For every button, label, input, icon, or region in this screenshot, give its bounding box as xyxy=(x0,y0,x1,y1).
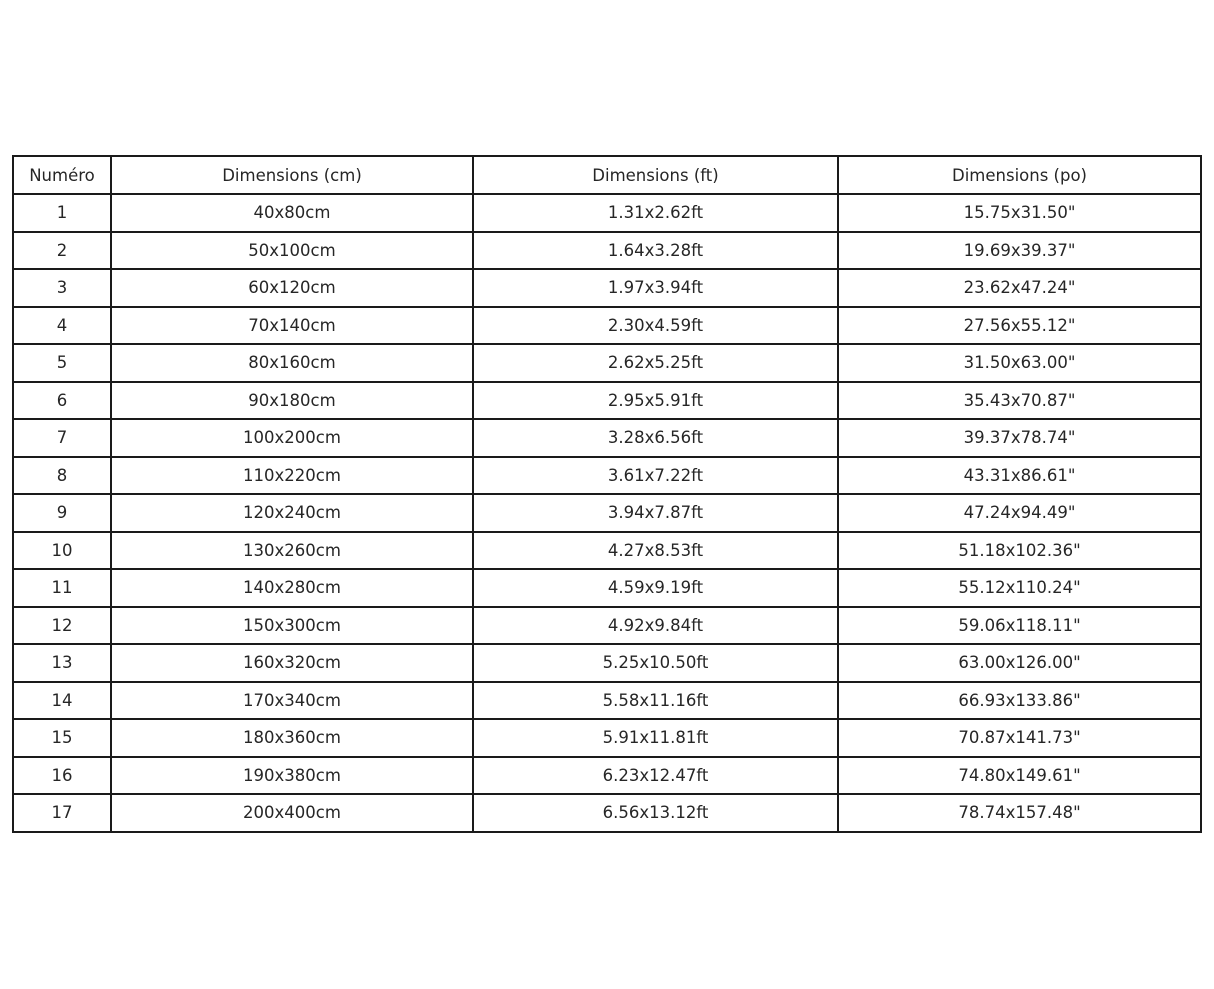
cell-dimensions-po: 63.00x126.00" xyxy=(837,643,1202,683)
table-row: 11 140x280cm 4.59x9.19ft 55.12x110.24" xyxy=(12,568,1202,608)
table-row: 10 130x260cm 4.27x8.53ft 51.18x102.36" xyxy=(12,530,1202,570)
cell-dimensions-ft: 6.56x13.12ft xyxy=(472,793,839,833)
cell-dimensions-cm: 150x300cm xyxy=(110,605,474,645)
cell-dimensions-cm: 160x320cm xyxy=(110,643,474,683)
cell-dimensions-cm: 140x280cm xyxy=(110,568,474,608)
cell-dimensions-cm: 50x100cm xyxy=(110,230,474,270)
table-row: 5 80x160cm 2.62x5.25ft 31.50x63.00" xyxy=(12,343,1202,383)
cell-dimensions-ft: 1.97x3.94ft xyxy=(472,268,839,308)
table-row: 14 170x340cm 5.58x11.16ft 66.93x133.86" xyxy=(12,680,1202,720)
table-row: 1 40x80cm 1.31x2.62ft 15.75x31.50" xyxy=(12,193,1202,233)
cell-numero: 7 xyxy=(12,418,112,458)
cell-dimensions-ft: 1.31x2.62ft xyxy=(472,193,839,233)
table-row: 8 110x220cm 3.61x7.22ft 43.31x86.61" xyxy=(12,455,1202,495)
cell-numero: 12 xyxy=(12,605,112,645)
table-row: 2 50x100cm 1.64x3.28ft 19.69x39.37" xyxy=(12,230,1202,270)
cell-dimensions-ft: 4.92x9.84ft xyxy=(472,605,839,645)
cell-dimensions-cm: 70x140cm xyxy=(110,305,474,345)
cell-dimensions-ft: 1.64x3.28ft xyxy=(472,230,839,270)
cell-numero: 13 xyxy=(12,643,112,683)
cell-dimensions-cm: 190x380cm xyxy=(110,755,474,795)
cell-dimensions-po: 47.24x94.49" xyxy=(837,493,1202,533)
header-row: Numéro Dimensions (cm) Dimensions (ft) D… xyxy=(12,155,1202,195)
header-cell-dimensions-po: Dimensions (po) xyxy=(837,155,1202,195)
cell-dimensions-ft: 3.94x7.87ft xyxy=(472,493,839,533)
table-row: 15 180x360cm 5.91x11.81ft 70.87x141.73" xyxy=(12,718,1202,758)
cell-dimensions-ft: 2.30x4.59ft xyxy=(472,305,839,345)
cell-dimensions-po: 31.50x63.00" xyxy=(837,343,1202,383)
cell-numero: 6 xyxy=(12,380,112,420)
cell-dimensions-ft: 2.95x5.91ft xyxy=(472,380,839,420)
cell-dimensions-po: 59.06x118.11" xyxy=(837,605,1202,645)
table-row: 16 190x380cm 6.23x12.47ft 74.80x149.61" xyxy=(12,755,1202,795)
cell-numero: 2 xyxy=(12,230,112,270)
cell-dimensions-ft: 6.23x12.47ft xyxy=(472,755,839,795)
table-row: 3 60x120cm 1.97x3.94ft 23.62x47.24" xyxy=(12,268,1202,308)
cell-dimensions-cm: 200x400cm xyxy=(110,793,474,833)
cell-dimensions-cm: 100x200cm xyxy=(110,418,474,458)
cell-dimensions-po: 43.31x86.61" xyxy=(837,455,1202,495)
cell-dimensions-cm: 110x220cm xyxy=(110,455,474,495)
cell-dimensions-ft: 5.91x11.81ft xyxy=(472,718,839,758)
cell-dimensions-po: 39.37x78.74" xyxy=(837,418,1202,458)
cell-dimensions-cm: 130x260cm xyxy=(110,530,474,570)
cell-dimensions-ft: 3.61x7.22ft xyxy=(472,455,839,495)
cell-numero: 17 xyxy=(12,793,112,833)
cell-dimensions-po: 35.43x70.87" xyxy=(837,380,1202,420)
cell-numero: 10 xyxy=(12,530,112,570)
table-row: 6 90x180cm 2.95x5.91ft 35.43x70.87" xyxy=(12,380,1202,420)
cell-numero: 15 xyxy=(12,718,112,758)
cell-dimensions-cm: 120x240cm xyxy=(110,493,474,533)
cell-dimensions-ft: 3.28x6.56ft xyxy=(472,418,839,458)
table-row: 4 70x140cm 2.30x4.59ft 27.56x55.12" xyxy=(12,305,1202,345)
header-cell-dimensions-ft: Dimensions (ft) xyxy=(472,155,839,195)
table-header: Numéro Dimensions (cm) Dimensions (ft) D… xyxy=(12,155,1202,195)
cell-dimensions-po: 66.93x133.86" xyxy=(837,680,1202,720)
cell-dimensions-ft: 5.25x10.50ft xyxy=(472,643,839,683)
cell-dimensions-ft: 4.59x9.19ft xyxy=(472,568,839,608)
cell-dimensions-po: 55.12x110.24" xyxy=(837,568,1202,608)
header-cell-dimensions-cm: Dimensions (cm) xyxy=(110,155,474,195)
cell-dimensions-po: 74.80x149.61" xyxy=(837,755,1202,795)
cell-numero: 11 xyxy=(12,568,112,608)
table-row: 17 200x400cm 6.56x13.12ft 78.74x157.48" xyxy=(12,793,1202,833)
table-row: 9 120x240cm 3.94x7.87ft 47.24x94.49" xyxy=(12,493,1202,533)
cell-dimensions-cm: 180x360cm xyxy=(110,718,474,758)
cell-dimensions-cm: 90x180cm xyxy=(110,380,474,420)
header-cell-numero: Numéro xyxy=(12,155,112,195)
cell-dimensions-po: 23.62x47.24" xyxy=(837,268,1202,308)
cell-numero: 4 xyxy=(12,305,112,345)
cell-dimensions-po: 70.87x141.73" xyxy=(837,718,1202,758)
table-row: 13 160x320cm 5.25x10.50ft 63.00x126.00" xyxy=(12,643,1202,683)
cell-dimensions-cm: 80x160cm xyxy=(110,343,474,383)
cell-dimensions-ft: 4.27x8.53ft xyxy=(472,530,839,570)
cell-dimensions-po: 78.74x157.48" xyxy=(837,793,1202,833)
cell-numero: 3 xyxy=(12,268,112,308)
cell-numero: 9 xyxy=(12,493,112,533)
cell-dimensions-cm: 60x120cm xyxy=(110,268,474,308)
table-body: 1 40x80cm 1.31x2.62ft 15.75x31.50" 2 50x100cm… xyxy=(12,193,1202,833)
cell-dimensions-cm: 170x340cm xyxy=(110,680,474,720)
table-row: 12 150x300cm 4.92x9.84ft 59.06x118.11" xyxy=(12,605,1202,645)
cell-dimensions-ft: 5.58x11.16ft xyxy=(472,680,839,720)
dimensions-table: Numéro Dimensions (cm) Dimensions (ft) D… xyxy=(12,155,1202,833)
table-row: 7 100x200cm 3.28x6.56ft 39.37x78.74" xyxy=(12,418,1202,458)
cell-dimensions-ft: 2.62x5.25ft xyxy=(472,343,839,383)
cell-dimensions-po: 51.18x102.36" xyxy=(837,530,1202,570)
cell-dimensions-po: 15.75x31.50" xyxy=(837,193,1202,233)
cell-numero: 5 xyxy=(12,343,112,383)
cell-dimensions-po: 27.56x55.12" xyxy=(837,305,1202,345)
cell-dimensions-cm: 40x80cm xyxy=(110,193,474,233)
cell-numero: 8 xyxy=(12,455,112,495)
cell-numero: 16 xyxy=(12,755,112,795)
cell-numero: 1 xyxy=(12,193,112,233)
cell-numero: 14 xyxy=(12,680,112,720)
cell-dimensions-po: 19.69x39.37" xyxy=(837,230,1202,270)
